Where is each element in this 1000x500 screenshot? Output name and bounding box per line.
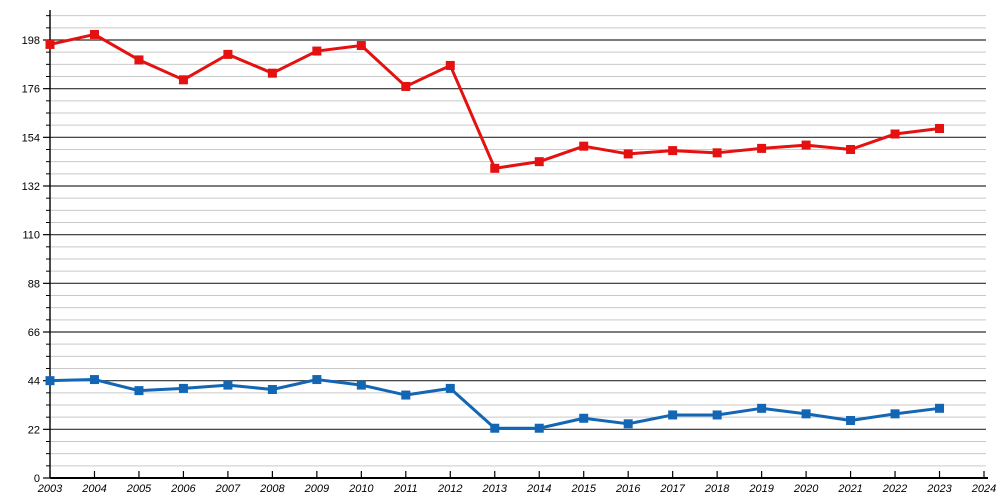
series-red-marker	[712, 148, 722, 158]
x-tick-label: 2024	[971, 483, 996, 495]
y-tick-label: 154	[22, 132, 40, 144]
x-tick-label: 2014	[526, 483, 551, 495]
series-red-marker	[757, 143, 767, 153]
series-blue-marker	[445, 383, 455, 393]
y-tick-label: 88	[28, 278, 40, 290]
series-red-marker	[89, 29, 99, 39]
series-blue-marker	[267, 385, 277, 395]
series-blue-marker	[801, 409, 811, 419]
series-blue-marker	[134, 386, 144, 396]
x-tick-label: 2008	[259, 483, 285, 495]
series-blue-marker	[712, 410, 722, 420]
y-tick-label: 0	[34, 473, 40, 485]
x-tick-label: 2010	[348, 483, 374, 495]
x-tick-label: 2009	[304, 483, 329, 495]
series-blue-marker	[401, 390, 411, 400]
y-tick-label: 176	[22, 84, 40, 96]
x-tick-label: 2022	[882, 483, 907, 495]
series-red-marker	[935, 123, 945, 133]
series-red-marker	[223, 49, 233, 59]
x-tick-label: 2023	[926, 483, 952, 495]
series-red-marker	[45, 39, 55, 49]
x-tick-label: 2004	[81, 483, 106, 495]
x-tick-label: 2007	[215, 483, 241, 495]
x-tick-label: 2018	[704, 483, 730, 495]
series-blue-marker	[890, 409, 900, 419]
series-red-marker	[356, 41, 366, 51]
y-tick-label: 132	[22, 181, 40, 193]
series-blue-marker	[757, 403, 767, 413]
series-blue-marker	[846, 415, 856, 425]
series-blue-marker	[223, 380, 233, 390]
series-blue-marker	[312, 375, 322, 385]
x-tick-label: 2012	[437, 483, 462, 495]
series-red-marker	[401, 81, 411, 91]
x-tick-label: 2017	[659, 483, 685, 495]
y-tick-label: 22	[28, 424, 40, 436]
series-red-marker	[668, 146, 678, 156]
series-red-marker	[267, 68, 277, 78]
series-red-marker	[312, 46, 322, 56]
y-tick-label: 66	[28, 327, 40, 339]
x-tick-label: 2021	[837, 483, 862, 495]
series-red-marker	[846, 145, 856, 154]
series-blue-marker	[935, 403, 945, 413]
x-tick-label: 2013	[482, 483, 508, 495]
series-red-marker	[579, 141, 589, 151]
series-blue-marker	[623, 419, 633, 429]
y-tick-label: 44	[28, 376, 40, 388]
series-blue-marker	[534, 423, 544, 433]
y-tick-label: 198	[22, 35, 40, 47]
series-red-marker	[490, 163, 500, 173]
x-tick-label: 2020	[793, 483, 819, 495]
x-tick-label: 2003	[37, 483, 63, 495]
x-tick-label: 2019	[748, 483, 773, 495]
series-red-marker	[178, 75, 188, 85]
series-red-marker	[801, 140, 811, 150]
series-blue-marker	[45, 376, 55, 386]
series-red-marker	[534, 157, 544, 167]
x-tick-label: 2005	[126, 483, 152, 495]
x-tick-label: 2015	[570, 483, 596, 495]
series-blue-marker	[668, 410, 678, 420]
series-blue-marker	[579, 413, 589, 423]
series-red-marker	[623, 149, 633, 159]
series-red-marker	[890, 129, 900, 139]
series-blue-marker	[490, 423, 500, 433]
series-blue-marker	[89, 375, 99, 385]
x-tick-label: 2016	[615, 483, 641, 495]
series-red-marker	[445, 60, 455, 70]
series-blue-marker	[178, 383, 188, 393]
x-tick-label: 2011	[393, 483, 418, 495]
x-tick-label: 2006	[170, 483, 196, 495]
series-blue-marker	[356, 380, 366, 390]
y-tick-label: 110	[22, 230, 40, 242]
series-red-marker	[134, 55, 144, 65]
